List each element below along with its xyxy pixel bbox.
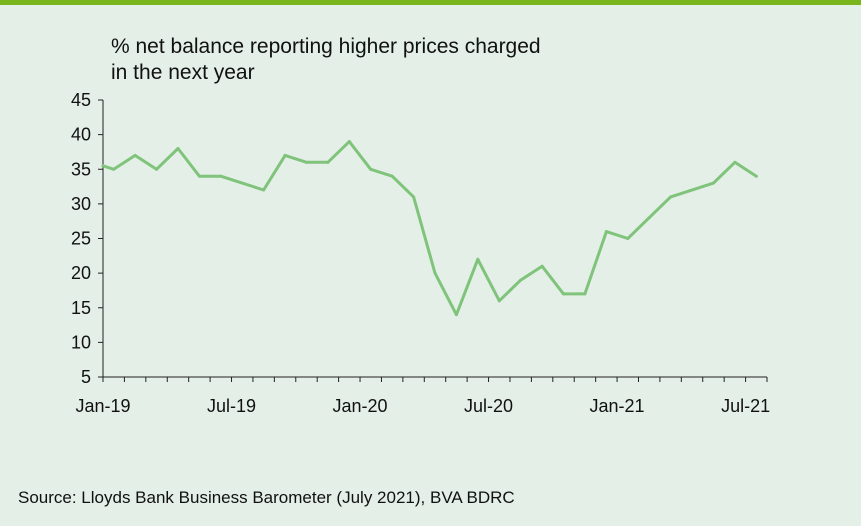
y-tick-label-20: 20 — [71, 263, 91, 283]
series-line-0 — [101, 140, 758, 317]
data-point — [219, 174, 223, 178]
data-point — [583, 292, 587, 296]
x-tick-label-jan-21: Jan-21 — [590, 396, 645, 416]
data-point — [283, 153, 287, 157]
data-point — [454, 313, 458, 317]
data-point — [262, 188, 266, 192]
y-tick-label-10: 10 — [71, 332, 91, 352]
y-tick-label-5: 5 — [81, 367, 91, 387]
data-point — [197, 174, 201, 178]
data-point — [733, 160, 737, 164]
data-point — [497, 299, 501, 303]
y-tick-label-25: 25 — [71, 229, 91, 249]
data-point — [176, 146, 180, 150]
data-point — [155, 167, 159, 171]
x-tick-label-jan-20: Jan-20 — [333, 396, 388, 416]
data-point — [390, 174, 394, 178]
data-point — [540, 264, 544, 268]
source-note: Source: Lloyds Bank Business Barometer (… — [18, 488, 515, 507]
x-tick-label-jul-21: Jul-21 — [721, 396, 770, 416]
data-point — [347, 140, 351, 144]
data-point — [519, 278, 523, 282]
data-point — [369, 167, 373, 171]
data-point — [562, 292, 566, 296]
data-point — [647, 216, 651, 220]
x-tick-label-jul-20: Jul-20 — [464, 396, 513, 416]
data-point — [101, 164, 105, 168]
data-point — [112, 167, 116, 171]
x-tick-label-jan-19: Jan-19 — [75, 396, 130, 416]
top-accent-bar — [0, 0, 861, 5]
y-tick-label-15: 15 — [71, 298, 91, 318]
y-tick-label-40: 40 — [71, 125, 91, 145]
data-point — [754, 174, 758, 178]
data-point — [433, 271, 437, 275]
data-point — [604, 230, 608, 234]
y-tick-label-35: 35 — [71, 159, 91, 179]
data-point — [669, 195, 673, 199]
y-tick-label-45: 45 — [71, 90, 91, 110]
data-point — [326, 160, 330, 164]
y-tick-label-30: 30 — [71, 194, 91, 214]
data-point — [412, 195, 416, 199]
chart-title-line-1: % net balance reporting higher prices ch… — [111, 35, 541, 58]
data-point — [304, 160, 308, 164]
chart-title-line-2: in the next year — [111, 61, 255, 84]
x-tick-label-jul-19: Jul-19 — [207, 396, 256, 416]
data-point — [476, 257, 480, 261]
chart-title: % net balance reporting higher prices ch… — [111, 34, 711, 86]
data-point — [711, 181, 715, 185]
data-point — [626, 237, 630, 240]
data-point — [133, 153, 137, 157]
